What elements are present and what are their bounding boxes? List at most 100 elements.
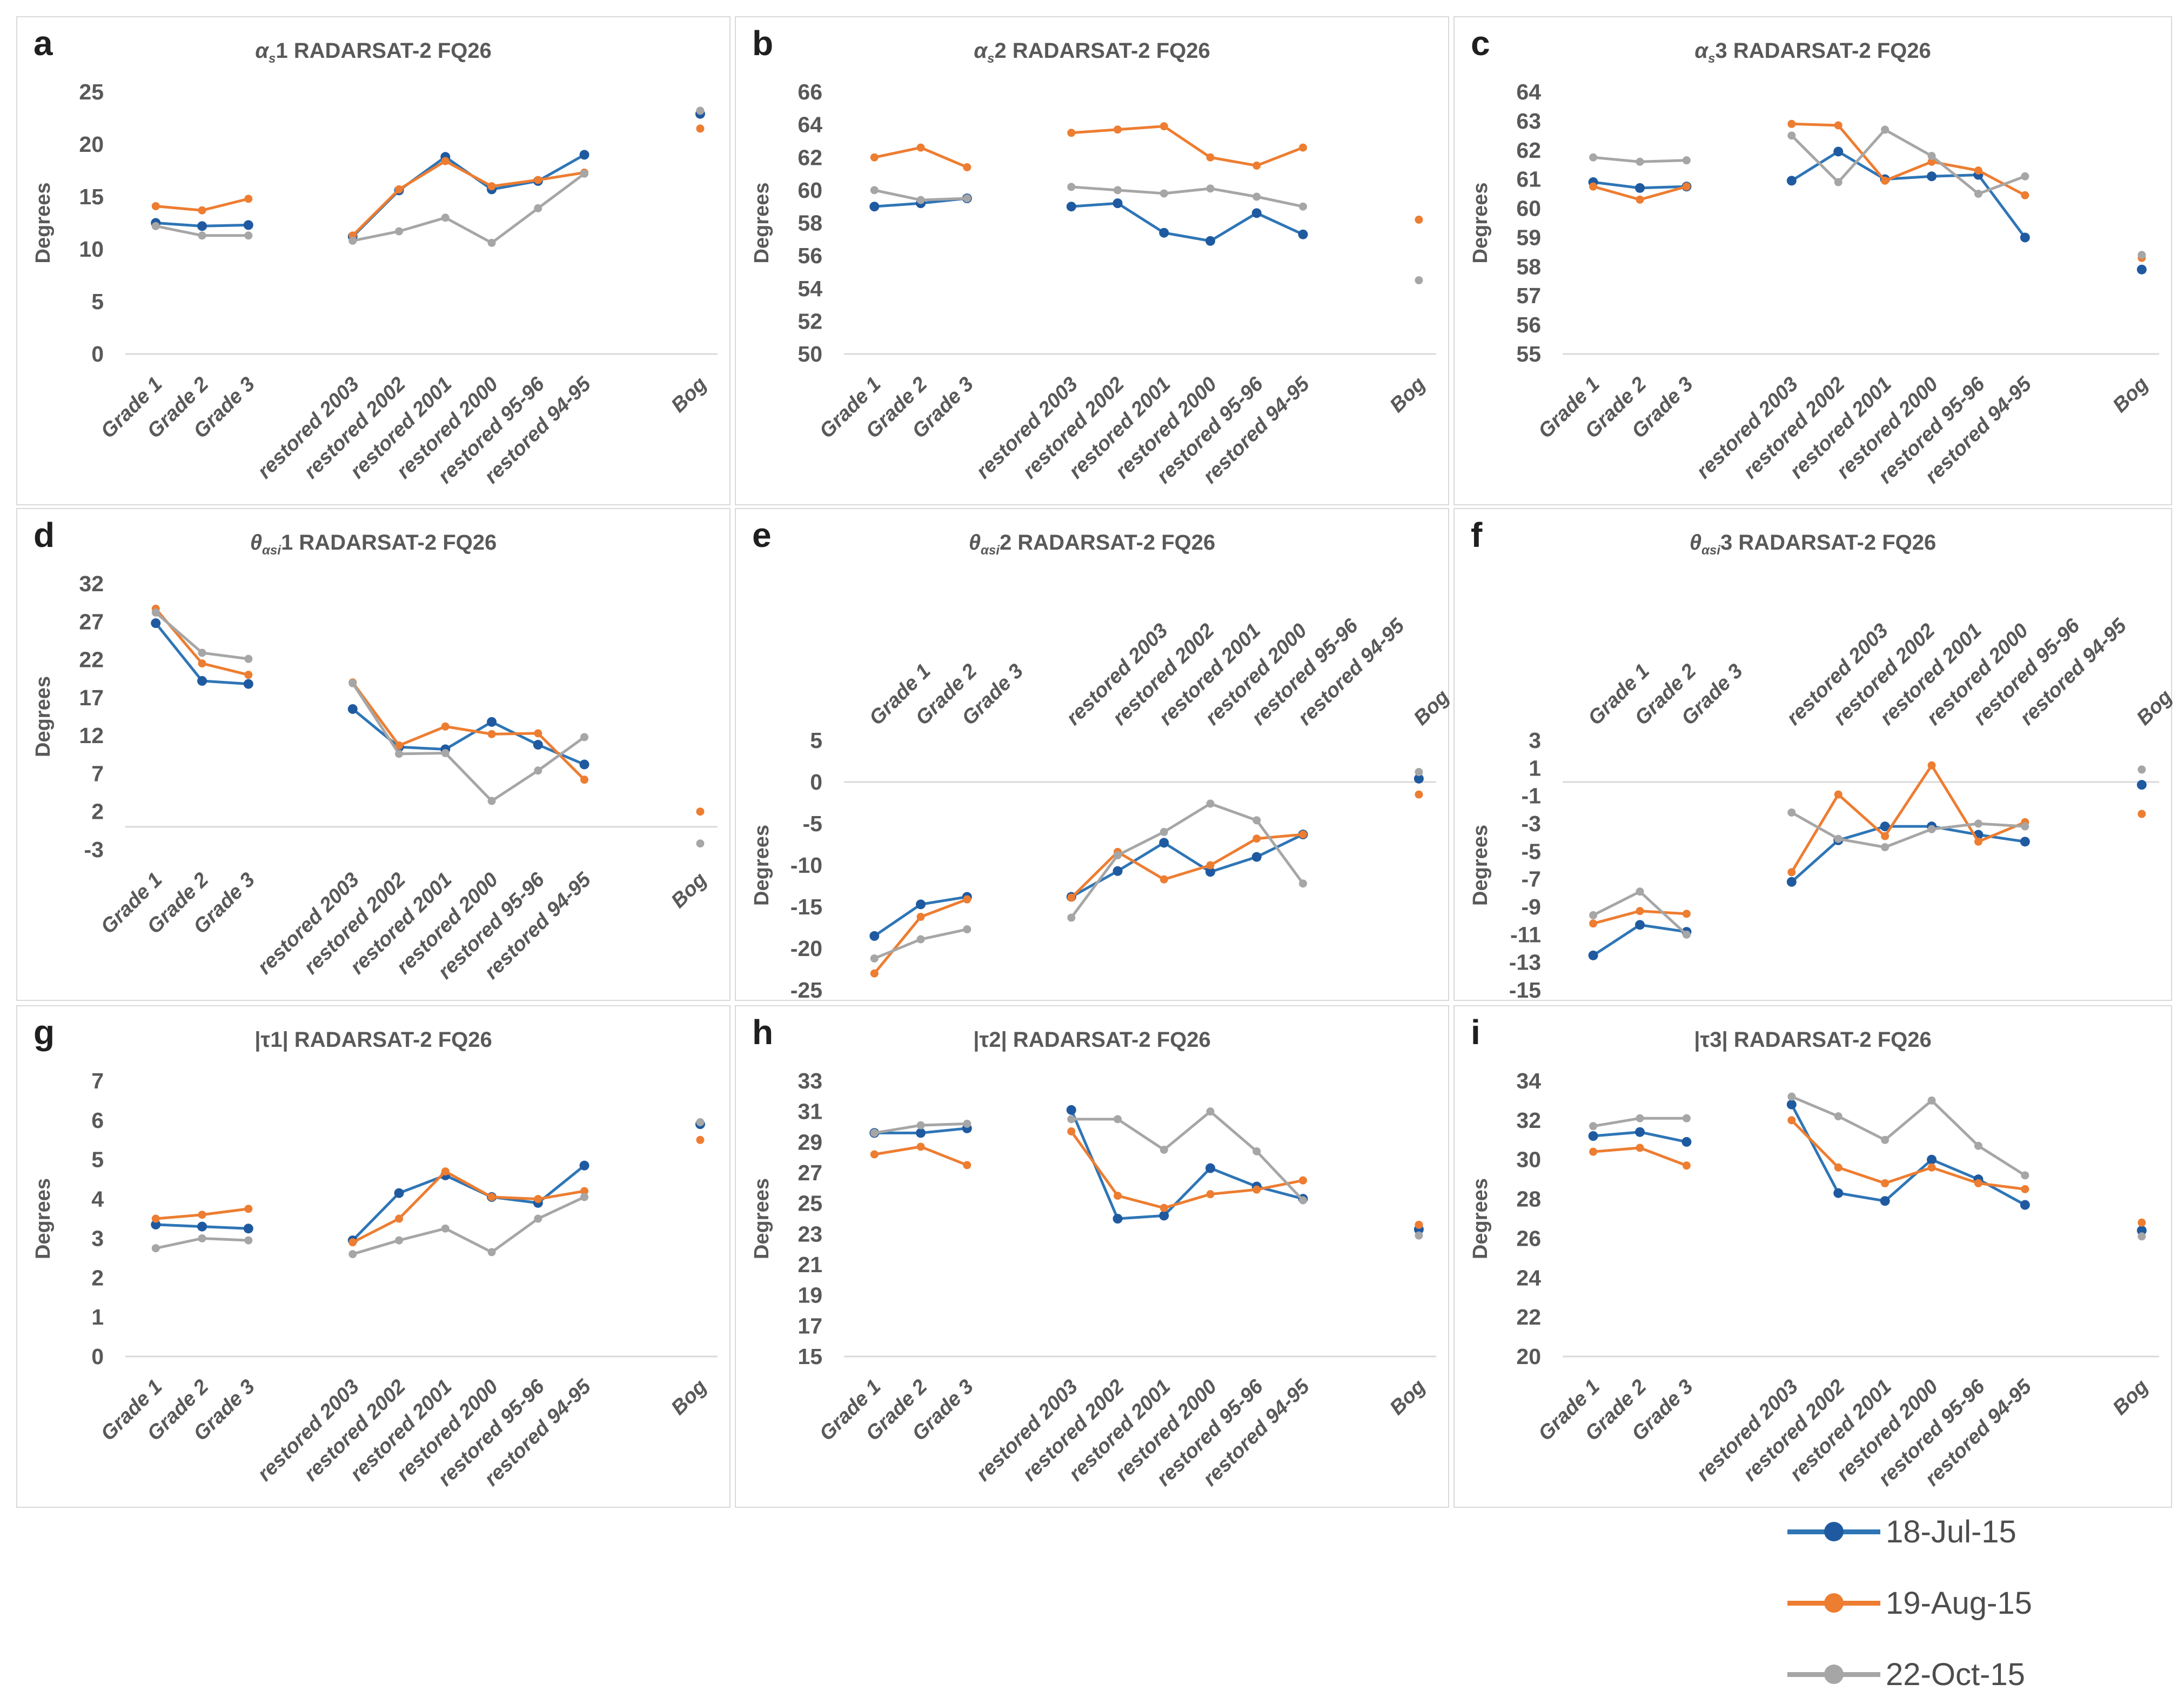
y-tick-label: 20: [1516, 1344, 1541, 1369]
y-axis-title: Degrees: [32, 676, 55, 757]
title-rest: 3 RADARSAT-2 FQ26: [1715, 39, 1931, 63]
y-tick-label: 30: [1516, 1147, 1541, 1172]
y-tick-label: 19: [798, 1283, 822, 1308]
data-point-marker: [1833, 1188, 1844, 1198]
series-line-19-Aug-15: [351, 1170, 586, 1244]
data-point-marker: [533, 740, 543, 750]
y-tick-label: 60: [798, 178, 822, 203]
x-category-label: Bog: [667, 373, 711, 417]
legend-marker-icon: [1824, 1522, 1844, 1541]
data-point-marker: [2136, 264, 2147, 275]
series-line-22-Oct-15: [1790, 811, 2027, 849]
data-point-marker: [1881, 125, 1890, 134]
data-point-marker: [963, 163, 972, 171]
data-point-marker: [534, 729, 542, 738]
data-point-marker: [1927, 1154, 1937, 1165]
data-point-marker: [1880, 821, 1890, 832]
y-tick-label: 64: [1516, 79, 1541, 104]
x-category-label: Bog: [667, 1375, 711, 1420]
panel-b: b αs2 RADARSAT-2 FQ26 50 52 54 56 58 60 62 64 66 De…: [735, 16, 1449, 505]
data-point-marker: [579, 1160, 589, 1171]
data-point-marker: [1589, 1147, 1598, 1156]
y-axis-title: Degrees: [1469, 825, 1492, 906]
panel-letter: g: [34, 1013, 55, 1052]
series-line-22-Oct-15: [873, 928, 969, 960]
data-point-marker: [1881, 832, 1890, 840]
title-symbol: α: [974, 39, 988, 63]
title-symbol: θ: [968, 531, 981, 554]
data-point-marker: [1415, 276, 1423, 285]
data-point-marker: [1787, 119, 1796, 128]
y-tick-label: 55: [1516, 342, 1541, 366]
legend-item-19-aug-15: 19-Aug-15: [1787, 1579, 2032, 1627]
series-line-19-Aug-15: [1790, 1119, 2027, 1191]
title-symbol: |τ2|: [973, 1028, 1007, 1052]
data-point-marker: [1636, 887, 1644, 896]
y-tick-label: -5: [1522, 839, 1541, 864]
data-point-marker: [151, 1219, 161, 1229]
y-axis-title: Degrees: [751, 183, 773, 264]
panel-h: h |τ2| RADARSAT-2 FQ26 15 17 19 21 23 25 27 29 31 3…: [735, 1005, 1449, 1508]
y-tick-label: -3: [1522, 811, 1541, 836]
y-tick-label: 21: [798, 1252, 822, 1277]
data-point-marker: [870, 186, 879, 195]
data-point-marker: [1113, 1115, 1122, 1124]
y-tick-label: -25: [790, 978, 822, 1002]
panel-a: a αs1 RADARSAT-2 FQ26 0 5 10 15 20 25 Degrees Gra…: [16, 16, 731, 505]
data-point-marker: [1159, 228, 1169, 238]
y-tick-label: 33: [798, 1068, 822, 1093]
data-point-marker: [487, 717, 497, 727]
y-tick-label: 62: [798, 145, 822, 170]
panel-letter: f: [1471, 516, 1483, 554]
y-tick-label: 59: [1516, 225, 1541, 250]
x-category-label: Bog: [1385, 1375, 1430, 1420]
data-point-marker: [870, 1128, 879, 1137]
y-tick-label: -1: [1522, 784, 1541, 808]
y-tick-label: 12: [79, 723, 104, 748]
data-point-marker: [151, 202, 160, 210]
data-point-marker: [916, 1121, 925, 1130]
y-tick-label: 5: [91, 289, 104, 314]
data-point-marker: [963, 194, 972, 203]
y-tick-label: 22: [79, 647, 104, 672]
data-point-marker: [198, 649, 206, 657]
series-line-19-Aug-15: [1790, 122, 2027, 197]
data-point-marker: [197, 676, 207, 686]
data-point-marker: [1252, 192, 1261, 201]
data-point-marker: [1113, 186, 1122, 195]
data-point-marker: [244, 231, 253, 240]
title-rest: 2 RADARSAT-2 FQ26: [994, 39, 1210, 63]
data-point-marker: [197, 221, 207, 231]
y-tick-label: 32: [79, 571, 104, 596]
panel-letter: e: [752, 516, 772, 554]
data-point-marker: [1927, 1096, 1936, 1105]
y-tick-label: 5: [810, 728, 822, 753]
data-point-marker: [1298, 229, 1308, 239]
title-symbol: α: [1694, 39, 1709, 63]
data-point-marker: [696, 106, 705, 115]
data-point-marker: [1834, 1112, 1843, 1121]
data-point-marker: [1974, 1179, 1982, 1187]
data-point-marker: [870, 1150, 879, 1159]
legend: 18-Jul-15 19-Aug-15 22-Oct-15: [1787, 1508, 2032, 1704]
series-line-18-Jul-15: [1790, 825, 2027, 884]
data-point-marker: [487, 238, 496, 247]
panel-letter: d: [34, 516, 55, 554]
data-point-marker: [534, 1214, 542, 1223]
data-point-marker: [151, 1244, 160, 1253]
data-point-marker: [1927, 171, 1937, 182]
x-category-label: Bog: [1385, 373, 1430, 417]
data-point-marker: [916, 899, 926, 910]
y-tick-label: 32: [1516, 1108, 1541, 1133]
data-point-marker: [963, 1119, 972, 1128]
data-point-marker: [244, 654, 253, 663]
data-point-marker: [1205, 236, 1215, 246]
data-point-marker: [1067, 1127, 1076, 1135]
data-point-marker: [1635, 183, 1645, 193]
y-axis-title: Degrees: [32, 1178, 55, 1259]
data-point-marker: [963, 925, 972, 934]
data-point-marker: [916, 1128, 926, 1138]
